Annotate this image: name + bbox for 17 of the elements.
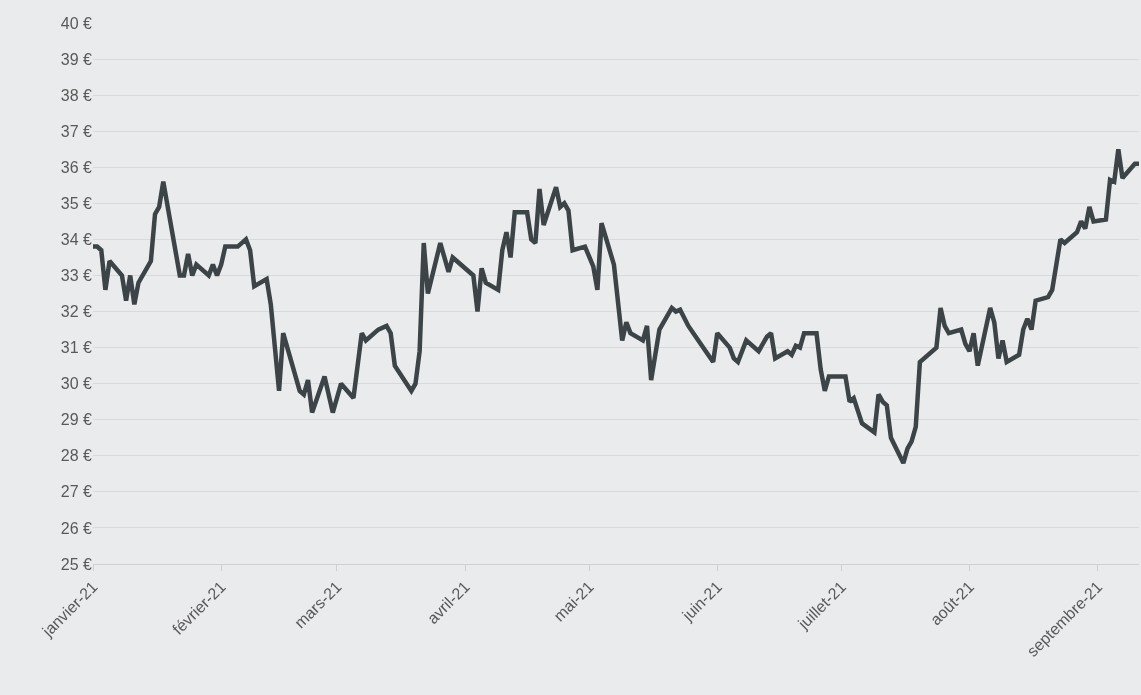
y-tick-label: 35 € [60, 194, 93, 212]
y-tick-label: 30 € [60, 375, 93, 393]
y-tick-label: 33 € [60, 267, 93, 285]
y-tick-label: 27 € [60, 483, 93, 501]
y-tick-label: 36 € [60, 158, 93, 176]
y-tick-label: 25 € [60, 555, 93, 573]
y-tick-label: 32 € [60, 303, 93, 321]
y-tick-label: 26 € [60, 519, 93, 537]
y-tick-label: 29 € [60, 411, 93, 429]
y-tick-label: 38 € [60, 86, 93, 104]
y-tick-label: 31 € [60, 339, 93, 357]
line-series [93, 146, 1139, 466]
y-tick-label: 28 € [60, 447, 93, 465]
y-tick-label: 34 € [60, 231, 93, 248]
y-tick-label: 39 € [60, 50, 93, 68]
y-tick-label: 37 € [60, 122, 93, 140]
y-tick-label: 40 € [60, 14, 93, 32]
